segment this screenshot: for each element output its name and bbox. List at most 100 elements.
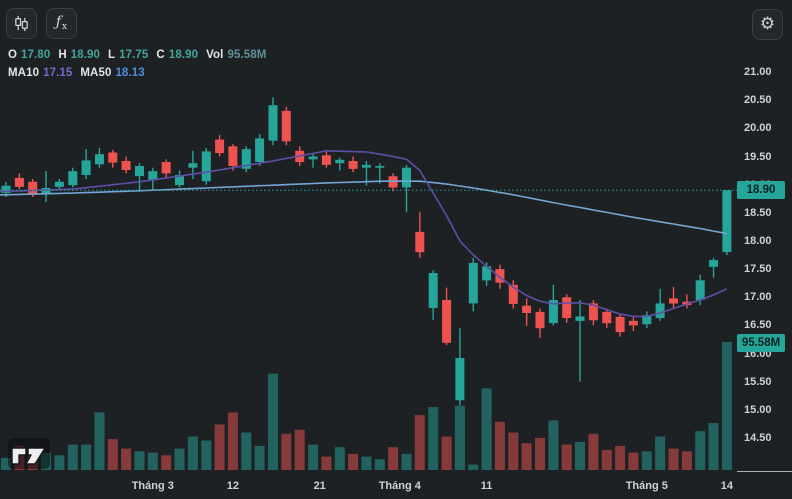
time-axis-label: 21 <box>313 480 326 492</box>
price-axis-label: 15.50 <box>744 375 772 388</box>
volume-bar <box>201 440 212 470</box>
candle-body <box>308 156 318 160</box>
volume-bar <box>241 432 252 470</box>
price-axis-label: 20.00 <box>744 122 772 135</box>
chart-type-button[interactable] <box>6 8 37 39</box>
time-axis[interactable]: Tháng 3 12 21 Tháng 4 11 Tháng 5 14 <box>0 472 792 499</box>
open-label: O <box>8 49 18 61</box>
indicators-button[interactable]: ƒx <box>46 8 77 39</box>
candle-body <box>655 303 665 318</box>
candle-body <box>148 171 158 181</box>
time-axis-label: Tháng 5 <box>625 480 668 492</box>
candle-body <box>175 175 184 186</box>
volume-bar <box>134 451 145 470</box>
ma10-value: 17.15 <box>43 67 73 79</box>
price-axis-label: 21.00 <box>744 66 772 78</box>
volume-bar <box>308 444 319 470</box>
candle-body <box>321 155 331 165</box>
candle-body <box>188 163 198 168</box>
volume-bar <box>588 433 599 470</box>
volume-bar <box>388 447 399 470</box>
candle-body <box>442 300 452 343</box>
volume-bar <box>468 464 479 470</box>
candle-body <box>215 139 225 154</box>
time-axis-label: Tháng 3 <box>131 480 174 492</box>
candle-body <box>455 358 465 401</box>
volume-bar <box>268 373 278 470</box>
volume-bar <box>508 432 519 470</box>
price-axis[interactable]: 21.0020.5020.0019.5019.0018.5018.0017.50… <box>735 0 792 471</box>
volume-bar <box>361 456 372 470</box>
candle-body <box>68 171 78 186</box>
volume-bar <box>147 452 158 470</box>
price-axis-label: 18.00 <box>744 234 772 247</box>
high-value: 18.90 <box>70 49 101 61</box>
candle-body <box>241 149 251 169</box>
candle-body <box>415 231 425 253</box>
candle-body <box>428 273 438 308</box>
ma50-label: MA50 <box>80 67 112 79</box>
volume-bar <box>121 448 132 470</box>
candle-body <box>709 260 718 267</box>
volume-badge: 95.58M <box>737 334 785 352</box>
volume-bar <box>107 439 118 470</box>
candle-body <box>508 284 518 304</box>
volume-bar <box>348 453 359 470</box>
tradingview-logo[interactable] <box>8 438 50 469</box>
candle-body <box>268 105 278 141</box>
candle-body <box>135 166 144 177</box>
last-price-badge: 18.90 <box>737 181 785 199</box>
time-axis-label: 14 <box>720 480 734 492</box>
volume-bar <box>374 459 385 470</box>
settings-button[interactable]: ⚙ <box>752 9 783 40</box>
candlestick-icon <box>15 15 28 32</box>
volume-bar <box>494 421 505 470</box>
candle-body <box>108 152 118 163</box>
candle-body <box>468 262 478 304</box>
volume-value: 95.58M <box>227 49 267 61</box>
candle-body <box>54 181 64 187</box>
volume-bar <box>655 436 666 470</box>
gear-icon: ⚙ <box>759 14 776 34</box>
close-label: C <box>156 49 165 61</box>
candle-body <box>495 269 505 283</box>
volume-bar <box>281 433 292 470</box>
volume-bar <box>187 436 198 470</box>
volume-bar <box>254 445 265 470</box>
time-axis-label: 11 <box>480 480 493 492</box>
ma-legend: MA10 17.15 MA50 18.13 <box>8 67 145 79</box>
volume-bar <box>94 412 105 470</box>
candle-body <box>548 300 558 324</box>
ohlc-legend: O 17.80 H 18.90 L 17.75 C 18.90 Vol 95.58M <box>8 49 266 61</box>
candle-body <box>562 297 572 318</box>
candle-body <box>161 162 171 174</box>
candle-body <box>1 185 11 193</box>
volume-bar <box>548 420 559 470</box>
candle-body <box>361 164 371 168</box>
volume-bar <box>628 452 639 470</box>
volume-bar <box>81 444 92 470</box>
candle-body <box>575 316 585 321</box>
candle-body <box>669 298 678 304</box>
candle-body <box>255 138 265 162</box>
volume-bar <box>441 436 452 470</box>
volume-bar <box>321 456 332 470</box>
candle-body <box>121 161 131 170</box>
volume-bar <box>575 441 585 470</box>
volume-bar <box>721 342 732 470</box>
open-value: 17.80 <box>21 49 51 61</box>
volume-bar <box>601 449 612 470</box>
volume-bar <box>414 415 425 470</box>
candle-body <box>535 311 545 329</box>
price-axis-label: 20.50 <box>744 94 772 107</box>
candle-body <box>335 159 345 164</box>
volume-bar <box>481 388 492 470</box>
candle-body <box>722 190 732 253</box>
volume-bar <box>174 448 185 470</box>
ma50-line <box>0 180 728 235</box>
volume-bar <box>454 405 465 470</box>
volume-bar <box>615 445 626 470</box>
volume-series <box>1 342 732 470</box>
